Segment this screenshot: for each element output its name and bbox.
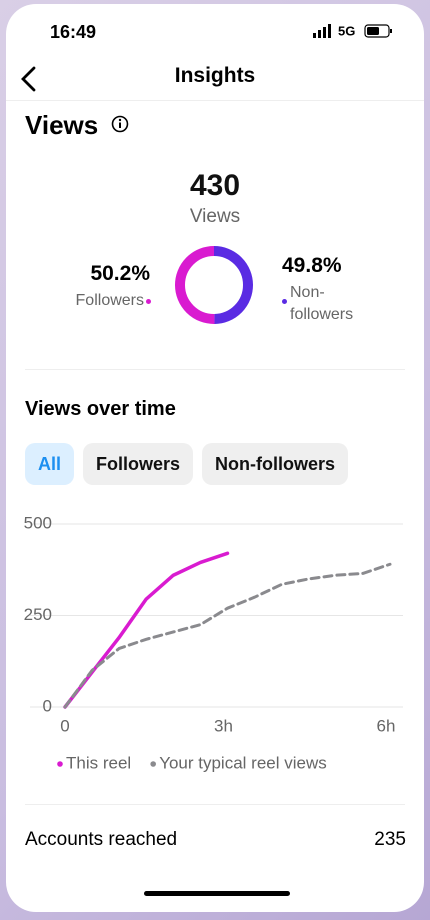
filter-chip[interactable]: Followers <box>83 443 194 485</box>
non-followers-label: Non-followers <box>290 284 354 323</box>
legend-dot <box>57 761 63 767</box>
y-tick-label: 250 <box>24 605 52 624</box>
status-icons: 5G <box>313 23 392 38</box>
home-indicator <box>144 891 290 896</box>
divider <box>25 804 405 805</box>
section-title: Views over time <box>25 398 176 420</box>
divider <box>6 100 424 101</box>
back-button[interactable] <box>14 64 44 94</box>
donut-segment <box>213 246 253 324</box>
info-icon[interactable] <box>110 114 132 136</box>
legend-label: This reel <box>66 753 131 772</box>
followers-label: Followers <box>75 292 144 309</box>
followers-percent: 50.2% <box>90 262 150 285</box>
status-time: 16:49 <box>50 22 97 42</box>
section-title: Views <box>25 110 99 140</box>
non-followers-percent: 49.8% <box>282 254 342 277</box>
y-tick-label: 500 <box>24 513 52 532</box>
views-total-label: Views <box>189 206 241 227</box>
legend-dot <box>146 299 151 304</box>
x-tick-label: 6h <box>377 716 396 735</box>
views-total: 430 <box>189 169 241 202</box>
header-title: Insights <box>174 64 256 87</box>
donut-segment <box>175 246 215 324</box>
accounts-reached-value: 235 <box>374 829 406 850</box>
x-tick-label: 0 <box>60 716 69 735</box>
divider <box>25 369 405 370</box>
screen: 16:49 5G Insights Views 430 Views 50.2% … <box>6 4 424 912</box>
legend-label: Your typical reel views <box>159 753 327 772</box>
series-line <box>63 551 230 709</box>
accounts-reached-label: Accounts reached <box>25 829 178 850</box>
donut-chart <box>175 246 253 324</box>
series-line <box>63 562 392 709</box>
line-chart: 0 250 500 0 3h 6h This reel Your typical reel v… <box>24 513 403 772</box>
network: 5G <box>338 23 355 38</box>
filter-chip[interactable]: Non-followers <box>202 443 348 485</box>
legend-dot <box>282 299 287 304</box>
legend-dot <box>150 761 156 767</box>
y-tick-label: 0 <box>43 696 52 715</box>
x-tick-label: 3h <box>214 716 233 735</box>
filter-chip[interactable]: All <box>25 443 75 485</box>
